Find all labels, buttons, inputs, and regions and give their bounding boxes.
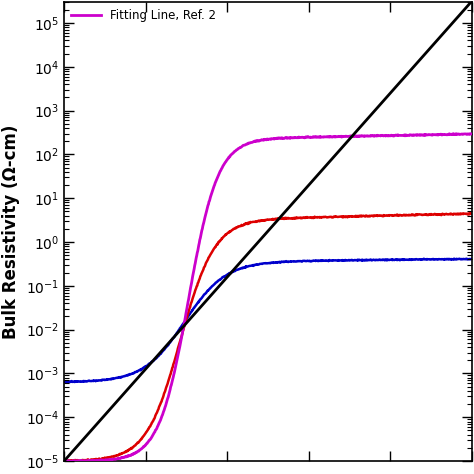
Legend: Fitting Line, Ref. 2: Fitting Line, Ref. 2 [66, 4, 221, 27]
Y-axis label: Bulk Resistivity (Ω-cm): Bulk Resistivity (Ω-cm) [2, 124, 20, 339]
